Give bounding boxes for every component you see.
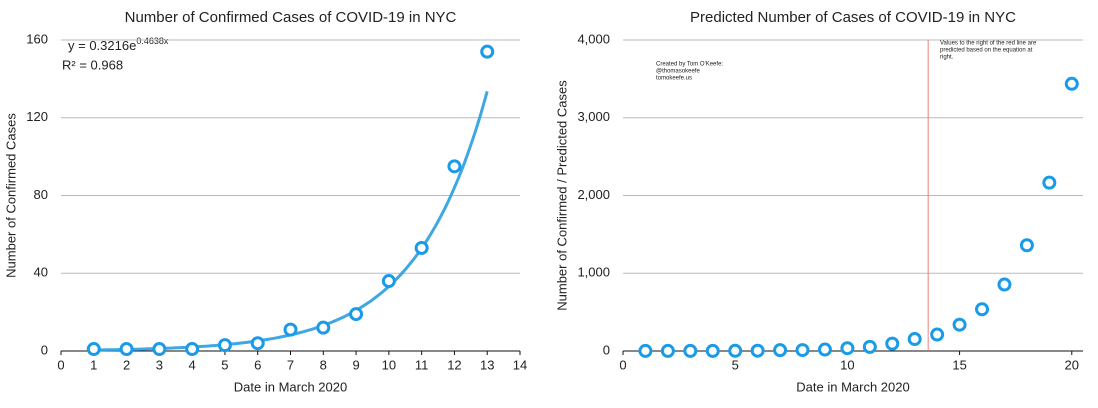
- y-tick-label: 0: [603, 342, 610, 357]
- x-tick-label: 12: [447, 357, 461, 372]
- y-tick-label: 160: [26, 31, 48, 46]
- data-point: [817, 342, 832, 357]
- x-tick-label: 10: [840, 357, 854, 372]
- data-point: [750, 343, 765, 358]
- x-tick-label: 8: [320, 357, 327, 372]
- x-tick-label: 5: [221, 357, 228, 372]
- data-point: [930, 327, 945, 342]
- x-tick-label: 5: [732, 357, 739, 372]
- data-point: [952, 317, 967, 332]
- y-tick-label: 3,000: [577, 109, 610, 124]
- data-point: [119, 342, 134, 357]
- credit-text: Created by Tom O'Keefe:: [656, 62, 723, 68]
- x-tick-label: 20: [1065, 357, 1079, 372]
- chart-title: Number of Confirmed Cases of COVID-19 in…: [125, 9, 457, 26]
- x-tick-label: 11: [415, 357, 429, 372]
- y-axis-label: Number of Confirmed Cases: [3, 113, 18, 278]
- data-point: [381, 274, 396, 289]
- x-tick-label: 0: [619, 357, 626, 372]
- chart-title: Predicted Number of Cases of COVID-19 in…: [690, 9, 1016, 26]
- credit-text: tomokeefe.us: [656, 76, 692, 82]
- y-tick-label: 2,000: [577, 187, 610, 202]
- data-point: [316, 320, 331, 335]
- y-tick-label: 1,000: [577, 265, 610, 280]
- data-point: [1042, 175, 1057, 190]
- note-text: right.: [940, 55, 954, 61]
- x-tick-label: 10: [382, 357, 396, 372]
- data-point: [86, 342, 101, 357]
- data-point: [862, 339, 877, 354]
- x-tick-label: 14: [513, 357, 527, 372]
- data-point: [795, 343, 810, 358]
- data-point: [283, 322, 298, 337]
- trendline: [93, 90, 489, 352]
- data-point: [705, 343, 720, 358]
- x-tick-label: 13: [480, 357, 494, 372]
- x-tick-label: 6: [254, 357, 261, 372]
- data-point: [773, 343, 788, 358]
- data-point: [217, 338, 232, 353]
- data-point: [185, 342, 200, 357]
- data-point: [840, 341, 855, 356]
- data-point: [997, 277, 1012, 292]
- x-tick-label: 3: [156, 357, 163, 372]
- equation: y = 0.3216e0.4638x: [68, 36, 169, 53]
- x-tick-label: 2: [123, 357, 130, 372]
- note-text: Values to the right of the red line are: [940, 41, 1037, 47]
- equation-base: y = 0.3216e: [68, 38, 136, 53]
- y-axis-label: Number of Confirmed / Predicted Cases: [554, 80, 569, 311]
- x-axis-label: Date in March 2020: [796, 379, 909, 394]
- y-tick-label: 4,000: [577, 31, 610, 46]
- data-point: [638, 343, 653, 358]
- data-point: [1019, 238, 1034, 253]
- y-tick-label: 80: [34, 187, 48, 202]
- data-point: [907, 332, 922, 347]
- data-point: [885, 336, 900, 351]
- x-axis-label: Date in March 2020: [234, 379, 347, 394]
- data-point: [683, 343, 698, 358]
- data-point: [250, 336, 265, 351]
- data-point: [152, 342, 167, 357]
- x-tick-label: 15: [952, 357, 966, 372]
- x-tick-label: 0: [57, 357, 64, 372]
- credit-text: @thomasokeefe: [656, 69, 700, 75]
- data-point: [1064, 76, 1079, 91]
- y-tick-label: 0: [41, 342, 48, 357]
- x-tick-label: 7: [287, 357, 294, 372]
- r-squared: R² = 0.968: [62, 57, 123, 72]
- y-tick-label: 120: [26, 109, 48, 124]
- x-tick-label: 1: [90, 357, 97, 372]
- data-point: [480, 44, 495, 59]
- data-point: [660, 343, 675, 358]
- data-point: [414, 240, 429, 255]
- x-tick-label: 4: [189, 357, 196, 372]
- data-point: [447, 159, 462, 174]
- x-tick-label: 9: [352, 357, 359, 372]
- data-point: [975, 302, 990, 317]
- data-point: [728, 343, 743, 358]
- equation-exponent: 0.4638x: [136, 36, 169, 46]
- data-point: [349, 307, 364, 322]
- note-text: predicted based on the equation at: [940, 48, 1033, 54]
- y-tick-label: 40: [34, 265, 48, 280]
